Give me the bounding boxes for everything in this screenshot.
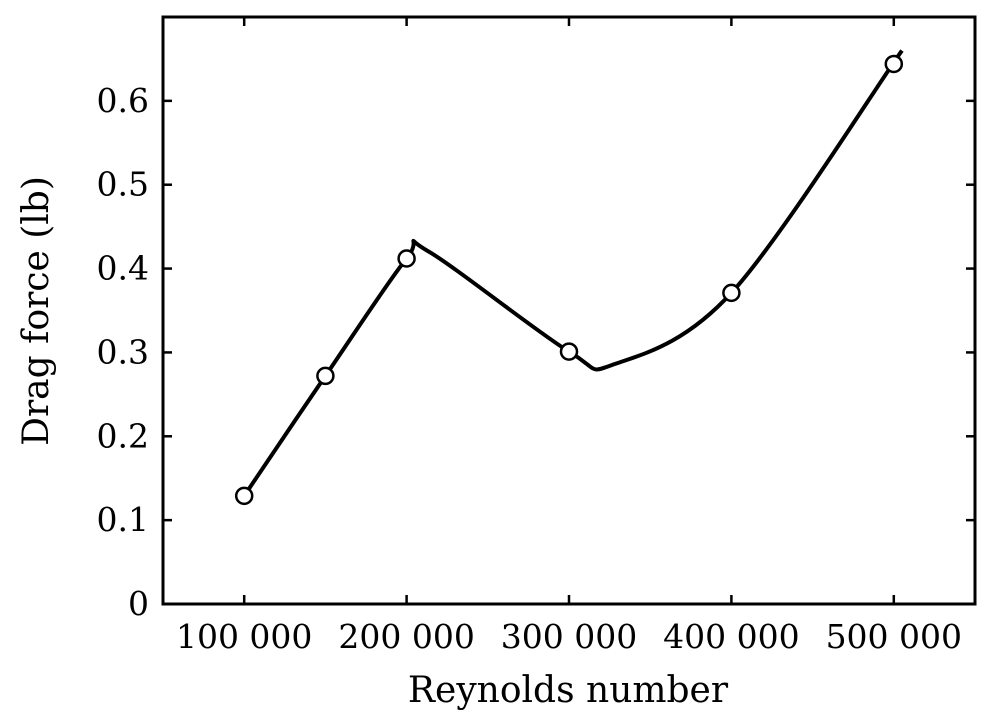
y-tick-label: 0 xyxy=(128,584,149,623)
y-tick-label: 0.4 xyxy=(97,249,149,288)
data-point xyxy=(397,249,416,268)
data-point xyxy=(559,342,579,361)
x-tick-label: 100 000 xyxy=(176,617,312,656)
data-point xyxy=(316,366,335,386)
x-tick-label: 300 000 xyxy=(501,617,637,656)
data-point xyxy=(884,54,904,74)
points-layer xyxy=(234,54,904,506)
fitted-curve xyxy=(242,49,904,497)
x-tick-label: 500 000 xyxy=(826,617,962,656)
x-axis-title: Reynolds number xyxy=(408,670,729,711)
y-axis-title: Drag force (lb) xyxy=(16,176,57,446)
y-tick-label: 0.2 xyxy=(97,416,149,455)
plot-border xyxy=(161,15,977,606)
y-tick-label: 0.5 xyxy=(97,165,149,204)
x-tick-label: 400 000 xyxy=(663,617,799,656)
y-axis: 0 0.1 0.2 0.3 0.4 0.5 0.6 xyxy=(97,81,975,623)
y-tick-label: 0.6 xyxy=(97,81,149,120)
data-point xyxy=(234,486,254,506)
data-point xyxy=(722,283,741,303)
x-tick-label: 200 000 xyxy=(338,617,474,656)
y-tick-label: 0.1 xyxy=(97,500,149,539)
plot-frame xyxy=(161,15,977,606)
y-tick-label: 0.3 xyxy=(97,332,149,371)
curve-layer xyxy=(242,49,904,497)
x-axis: 100 000 200 000 300 000 400 000 500 000 xyxy=(176,17,962,656)
